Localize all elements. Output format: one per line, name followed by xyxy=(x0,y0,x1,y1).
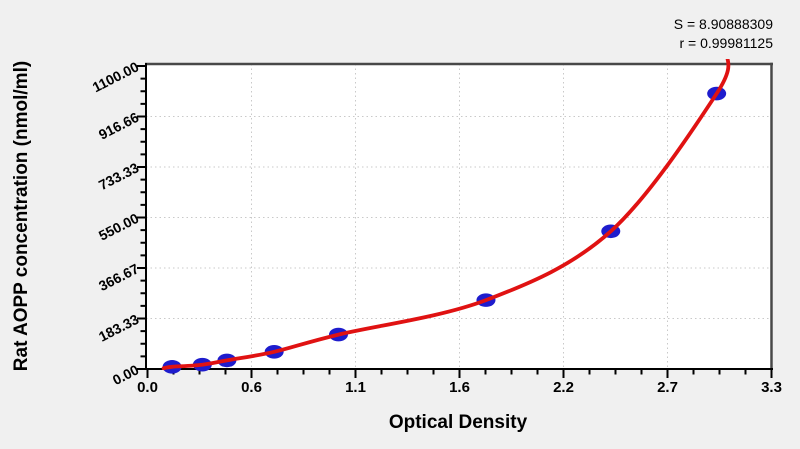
stat-s-value: S = 8.90888309 xyxy=(673,16,773,32)
y-tick-label: 1100.00 xyxy=(90,58,142,95)
x-tick-label: 2.7 xyxy=(657,379,678,396)
x-axis-title: Optical Density xyxy=(388,412,528,433)
y-tick-label: 183.33 xyxy=(96,311,142,345)
y-axis-title: Rat AOPP concentration (nmol/ml) xyxy=(11,60,32,372)
x-tick-label: 1.6 xyxy=(449,379,470,396)
x-tick-label: 2.2 xyxy=(553,379,574,396)
y-tick-label: 733.33 xyxy=(96,159,142,193)
x-tick-label: 0.6 xyxy=(241,379,262,396)
y-tick-label: 550.00 xyxy=(96,210,142,244)
y-tick-label: 366.67 xyxy=(96,260,142,294)
stat-r-value: r = 0.99981125 xyxy=(679,35,773,51)
x-tick-label: 3.3 xyxy=(761,379,782,396)
fit-statistics: S = 8.90888309 r = 0.99981125 xyxy=(674,15,773,53)
y-tick-label: 916.66 xyxy=(96,109,142,143)
fitted-curve xyxy=(161,59,731,371)
x-tick-label: 0.0 xyxy=(137,379,158,396)
x-tick-label: 1.1 xyxy=(345,379,366,396)
